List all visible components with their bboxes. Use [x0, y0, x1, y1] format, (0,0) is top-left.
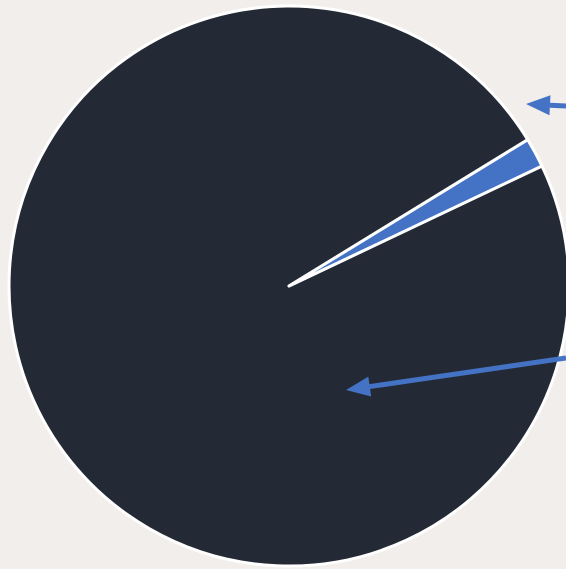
annotation-arrow-large-slice-shaft [369, 355, 566, 390]
annotation-arrow-small-slice-head [526, 95, 551, 116]
annotation-arrow-large-slice-head [346, 376, 372, 397]
annotation-arrow-small-slice-shaft [549, 102, 566, 109]
annotation-arrow-small-slice [526, 95, 566, 116]
annotation-arrows [346, 95, 566, 397]
pie-slices [7, 4, 566, 568]
annotation-arrow-large-slice [346, 355, 566, 397]
pie-slice-1 [287, 138, 544, 288]
